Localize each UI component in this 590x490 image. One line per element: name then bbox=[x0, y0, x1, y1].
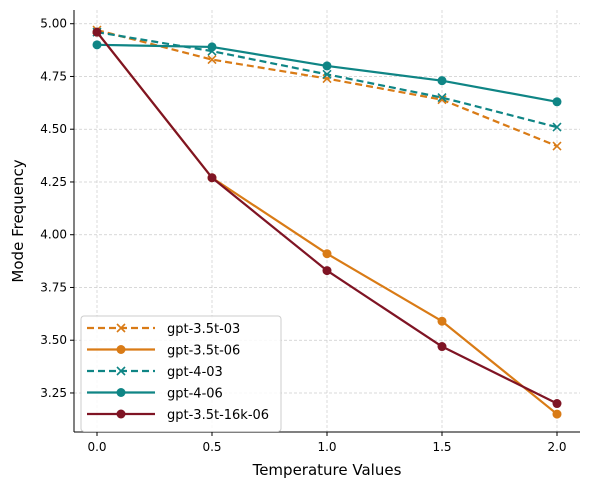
data-point bbox=[552, 141, 562, 151]
x-tick-label: 1.0 bbox=[317, 440, 336, 454]
x-axis-label: Temperature Values bbox=[252, 461, 402, 479]
legend-label: gpt-3.5t-16k-06 bbox=[167, 408, 269, 423]
legend-item: gpt-4-06 bbox=[87, 387, 223, 402]
legend-box bbox=[80, 315, 282, 432]
legend-item: gpt-3.5t-16k-06 bbox=[87, 408, 269, 423]
legend-label: gpt-3.5t-06 bbox=[167, 344, 240, 359]
data-point bbox=[552, 97, 562, 107]
legend-label: gpt-4-03 bbox=[167, 365, 223, 380]
data-point bbox=[322, 69, 332, 79]
data-point bbox=[92, 27, 102, 37]
legend-marker bbox=[116, 409, 126, 419]
series-gpt-3.5t-16k-06 bbox=[92, 27, 562, 409]
legend-item: gpt-4-03 bbox=[87, 365, 223, 380]
axes: 0.0 0.5 1.0 1.5 2.0 3.25 3.50 3.75 4.00 4.25 4.50 4… bbox=[40, 10, 580, 454]
legend-marker bbox=[116, 366, 126, 376]
legend-marker bbox=[116, 388, 126, 397]
y-tick-label: 4.00 bbox=[40, 228, 67, 242]
data-point bbox=[207, 173, 217, 183]
x-tick-label: 0.5 bbox=[202, 440, 221, 454]
data-point bbox=[437, 342, 447, 352]
data-point bbox=[437, 76, 447, 86]
y-tick-label: 3.50 bbox=[40, 333, 67, 347]
data-point bbox=[437, 92, 447, 103]
legend-label: gpt-4-06 bbox=[167, 387, 223, 402]
series-gpt-4-06 bbox=[92, 40, 562, 107]
data-point bbox=[552, 409, 562, 419]
data-point bbox=[322, 249, 332, 259]
x-tick-label: 1.5 bbox=[432, 440, 451, 454]
y-axis-label: Mode Frequency bbox=[9, 159, 27, 282]
data-point bbox=[437, 95, 447, 105]
y-tick-label: 4.75 bbox=[40, 69, 67, 83]
legend-label: gpt-3.5t-03 bbox=[167, 322, 240, 337]
legend-item: gpt-3.5t-03 bbox=[87, 322, 240, 337]
y-tick-label: 4.50 bbox=[40, 122, 67, 136]
legend-item: gpt-3.5t-06 bbox=[87, 344, 240, 359]
x-tick-label: 2.0 bbox=[547, 440, 566, 454]
legend: gpt-3.5t-03 gpt-3.5t-06 gpt-4-03 gpt-4-06 gp… bbox=[80, 315, 282, 432]
y-tick-label: 4.25 bbox=[40, 175, 67, 189]
x-tick-label: 0.0 bbox=[87, 440, 106, 454]
series-layer bbox=[92, 25, 562, 419]
grid bbox=[74, 10, 580, 432]
data-point bbox=[552, 122, 562, 132]
y-tick-label: 3.25 bbox=[40, 386, 67, 400]
y-tick-label: 3.75 bbox=[40, 280, 67, 294]
data-point bbox=[552, 399, 562, 409]
legend-marker bbox=[116, 323, 126, 333]
data-point bbox=[322, 266, 332, 276]
data-point bbox=[207, 55, 217, 65]
data-point bbox=[437, 316, 447, 326]
data-point bbox=[207, 42, 217, 52]
legend-marker bbox=[116, 345, 126, 354]
data-point bbox=[92, 40, 102, 50]
data-point bbox=[322, 61, 332, 71]
y-tick-label: 5.00 bbox=[40, 17, 67, 31]
